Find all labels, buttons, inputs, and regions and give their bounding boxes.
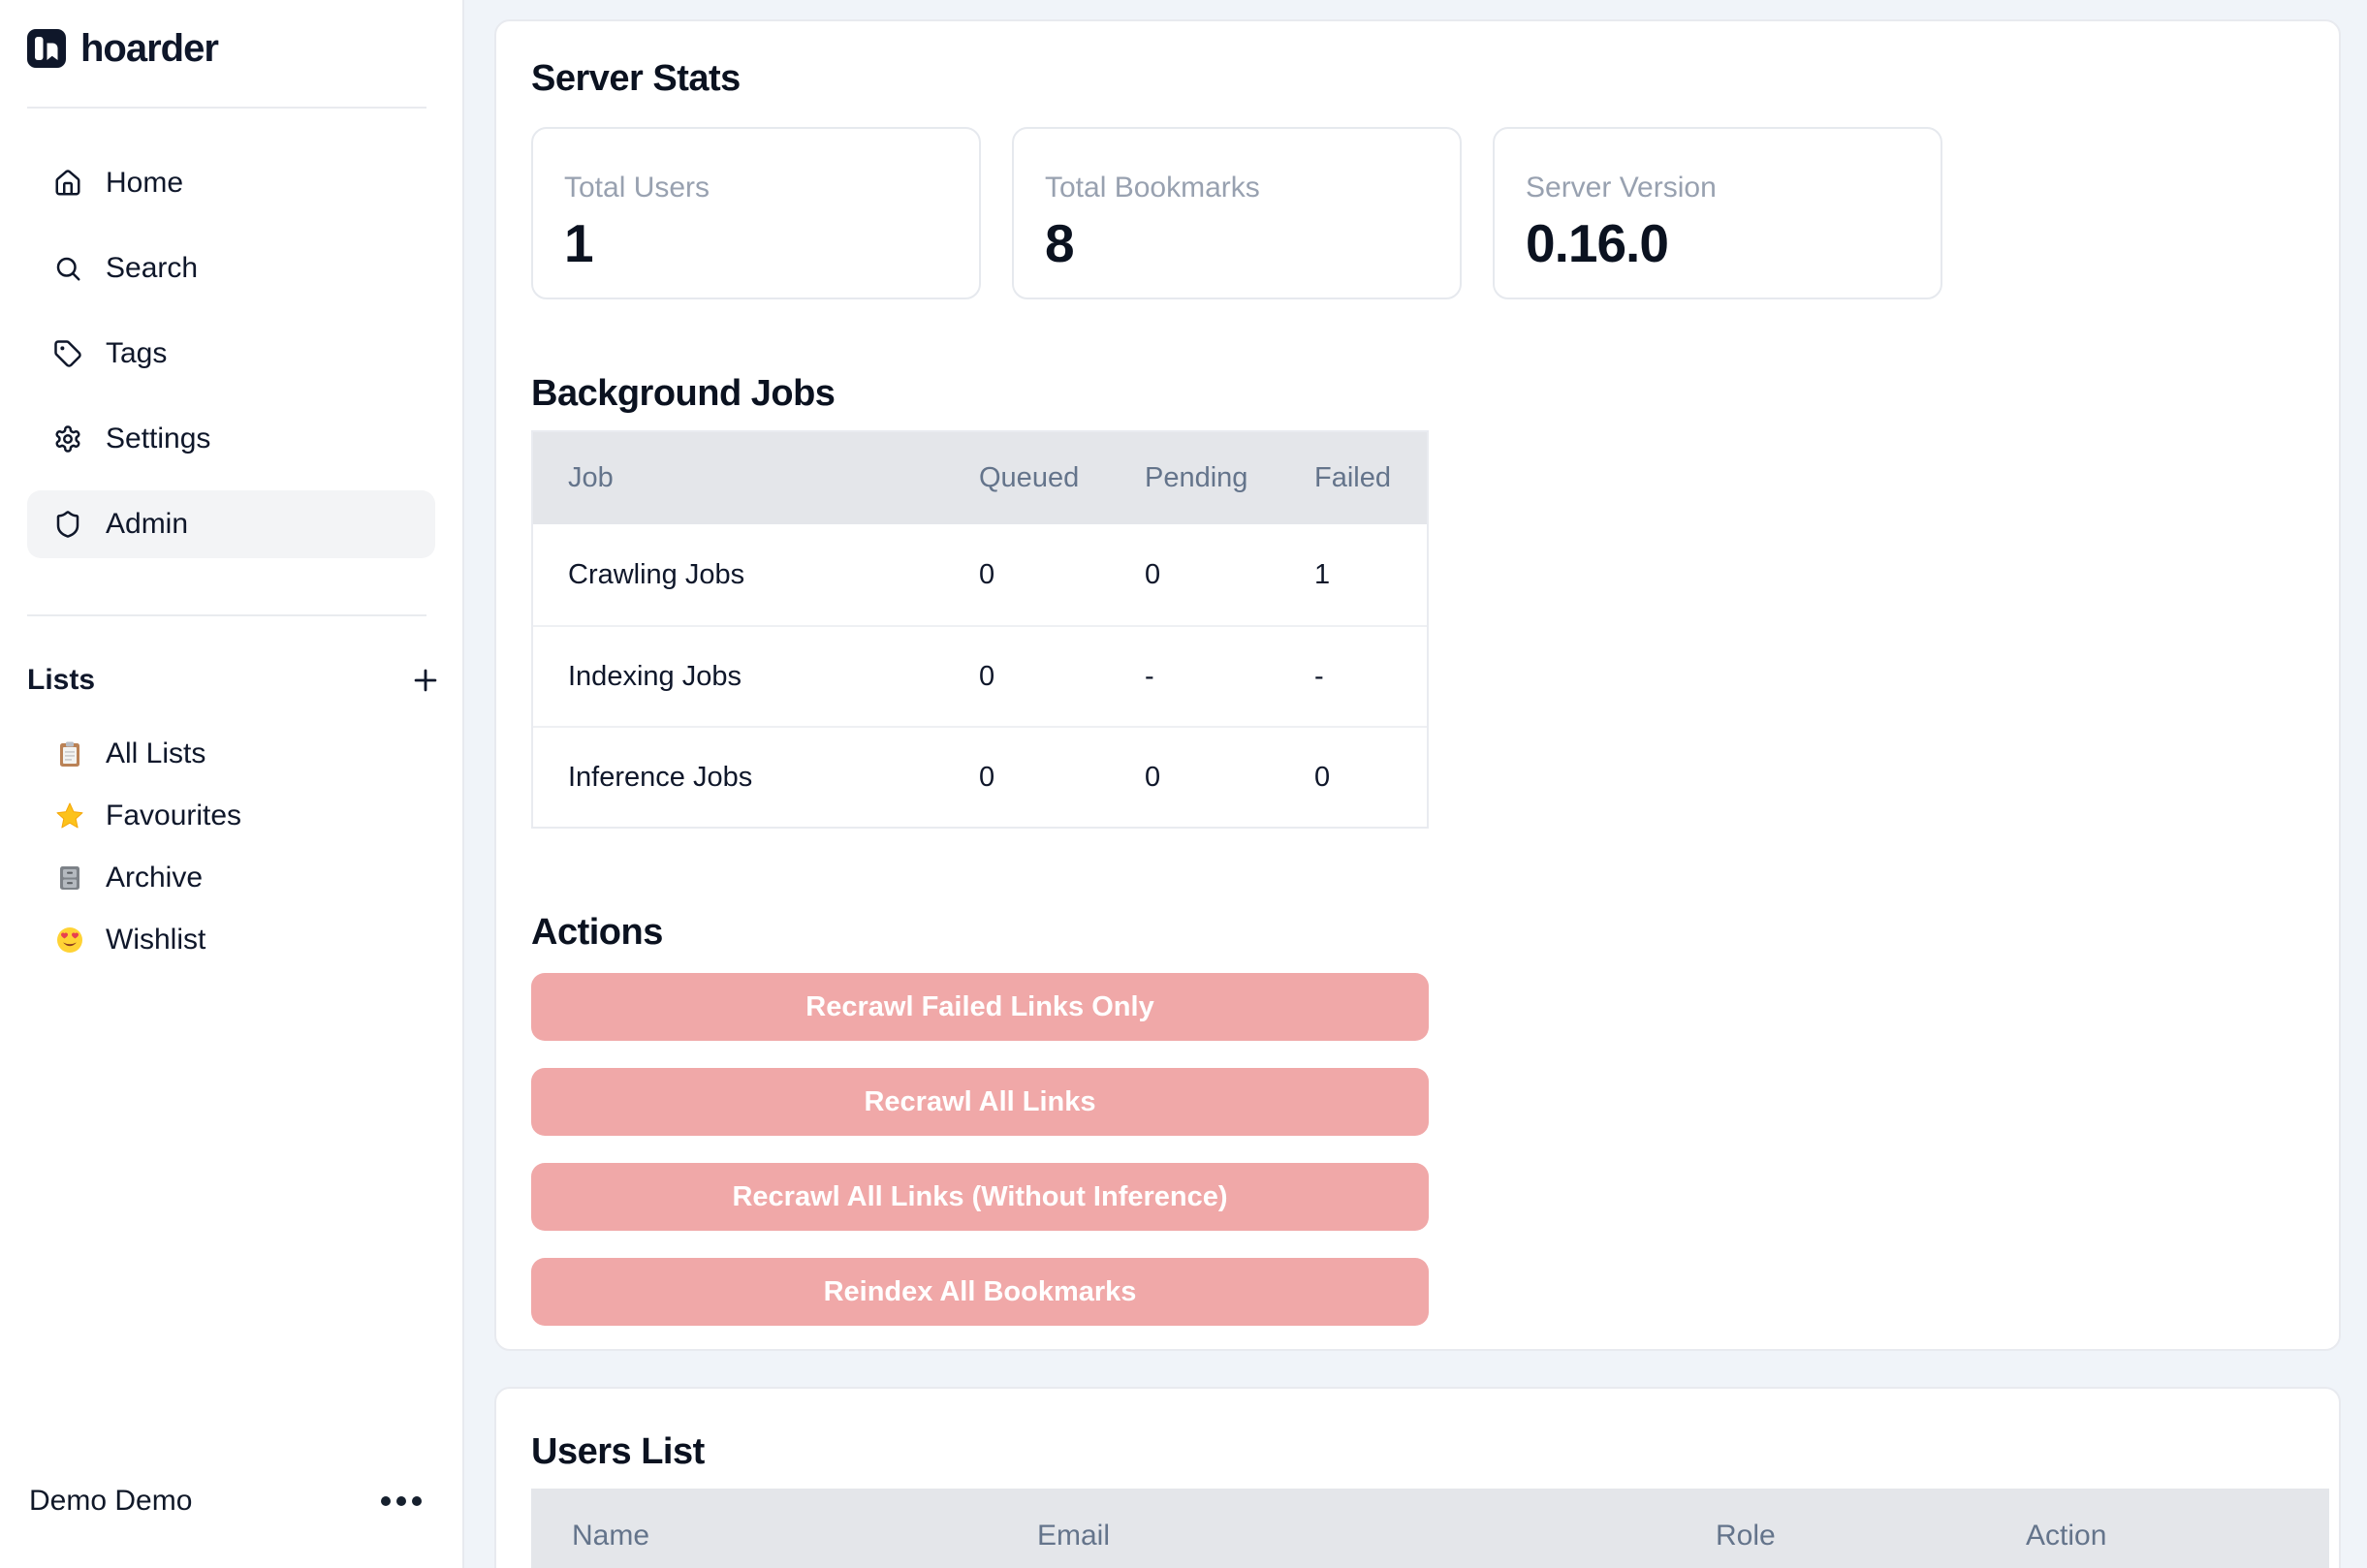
column-header-name: Name: [572, 1519, 650, 1552]
sidebar-divider-top: [27, 107, 426, 109]
sidebar-item-label: Settings: [106, 423, 211, 455]
user-menu-button[interactable]: [379, 1490, 424, 1512]
table-row-inference-jobs: Inference Jobs 0 0 0: [533, 726, 1427, 827]
column-header-action: Action: [2026, 1519, 2107, 1552]
house-icon: [55, 170, 80, 196]
brand-logo[interactable]: hoarder: [27, 26, 435, 70]
column-header-pending: Pending: [1145, 462, 1248, 493]
failed-count: -: [1314, 660, 1324, 692]
recrawl-failed-links-button[interactable]: Recrawl Failed Links Only: [531, 973, 1429, 1041]
server-stats-title: Server Stats: [531, 58, 741, 99]
list-item-archive[interactable]: Archive: [27, 847, 435, 909]
lists-title: Lists: [27, 664, 96, 696]
user-row: Demo Demo: [0, 1485, 462, 1568]
sidebar-item-settings[interactable]: Settings: [27, 405, 435, 473]
pending-count: -: [1145, 660, 1154, 692]
pending-count: 0: [1145, 558, 1161, 590]
stat-card-total-bookmarks: Total Bookmarks 8: [1012, 127, 1462, 299]
job-name: Crawling Jobs: [568, 558, 745, 590]
user-name: Demo Demo: [29, 1485, 193, 1517]
recrawl-all-links-button[interactable]: Recrawl All Links: [531, 1068, 1429, 1136]
recrawl-all-links-without-inference-button[interactable]: Recrawl All Links (Without Inference): [531, 1163, 1429, 1231]
users-list-table: Name Email Role Action: [531, 1489, 2329, 1568]
table-row-crawling-jobs: Crawling Jobs 0 0 1: [533, 524, 1427, 625]
queued-count: 0: [979, 660, 995, 692]
users-list-card: Users List Name Email Role Action: [494, 1387, 2341, 1568]
list-item-wishlist[interactable]: Wishlist: [27, 909, 435, 971]
stat-card-total-users: Total Users 1: [531, 127, 981, 299]
sidebar-divider-lists: [27, 614, 426, 616]
ellipsis-icon: [412, 1496, 422, 1506]
queued-count: 0: [979, 558, 995, 590]
users-list-title: Users List: [531, 1431, 705, 1472]
sidebar-item-label: Search: [106, 252, 199, 284]
column-header-role: Role: [1716, 1519, 1776, 1552]
hoarder-logo-icon: [27, 29, 66, 68]
tag-icon: [54, 340, 81, 367]
ellipsis-icon: [381, 1496, 391, 1506]
actions-buttons: Recrawl Failed Links Only Recrawl All Li…: [531, 973, 1429, 1326]
users-list-header-row: Name Email Role Action: [531, 1489, 2329, 1568]
lists-nav: All Lists Favourites: [27, 723, 435, 971]
star-icon: [55, 801, 84, 831]
stat-label: Server Version: [1526, 172, 1717, 204]
main-content: Server Stats Total Users 1 Total Bookmar…: [464, 0, 2367, 1568]
heart-eyes-icon: [55, 925, 84, 955]
sidebar: hoarder Home Search: [0, 0, 464, 1568]
column-header-email: Email: [1037, 1519, 1111, 1552]
column-header-job: Job: [568, 462, 614, 493]
background-jobs-header-row: Job Queued Pending Failed: [533, 432, 1427, 524]
job-name: Inference Jobs: [568, 761, 753, 793]
sidebar-item-search[interactable]: Search: [27, 235, 435, 302]
list-item-label: Wishlist: [106, 924, 206, 956]
queued-count: 0: [979, 761, 995, 793]
pending-count: 0: [1145, 761, 1161, 793]
stat-value: 1: [564, 213, 594, 273]
table-row-indexing-jobs: Indexing Jobs 0 - -: [533, 625, 1427, 726]
sidebar-item-label: Home: [106, 167, 184, 199]
plus-icon: [414, 669, 437, 692]
admin-stats-card: Server Stats Total Users 1 Total Bookmar…: [494, 19, 2341, 1351]
failed-count: 1: [1314, 558, 1331, 590]
brand-name: hoarder: [80, 26, 219, 70]
list-item-favourites[interactable]: Favourites: [27, 785, 435, 847]
sidebar-item-tags[interactable]: Tags: [27, 320, 435, 388]
list-item-label: Favourites: [106, 800, 242, 831]
clipboard-icon: [55, 739, 84, 768]
background-jobs-table: Job Queued Pending Failed Crawling Jobs …: [531, 430, 1429, 829]
file-cabinet-icon: [55, 863, 84, 893]
sidebar-item-home[interactable]: Home: [27, 149, 435, 217]
server-stats-row: Total Users 1 Total Bookmarks 8 Server V…: [531, 127, 2304, 299]
stat-label: Total Users: [564, 172, 710, 204]
stat-value: 0.16.0: [1526, 213, 1669, 273]
list-item-all-lists[interactable]: All Lists: [27, 723, 435, 785]
list-item-label: Archive: [106, 862, 204, 894]
list-item-label: All Lists: [106, 737, 206, 769]
sidebar-nav: Home Search Tags: [27, 149, 435, 576]
lists-header: Lists: [27, 663, 445, 698]
job-name: Indexing Jobs: [568, 660, 742, 692]
ellipsis-icon: [396, 1496, 406, 1506]
stat-label: Total Bookmarks: [1045, 172, 1260, 204]
gear-icon: [55, 425, 80, 453]
stat-card-server-version: Server Version 0.16.0: [1493, 127, 1942, 299]
sidebar-item-label: Tags: [106, 337, 168, 369]
column-header-failed: Failed: [1314, 462, 1391, 493]
search-icon: [56, 257, 80, 281]
shield-icon: [56, 511, 79, 538]
sidebar-item-admin[interactable]: Admin: [27, 490, 435, 558]
reindex-all-bookmarks-button[interactable]: Reindex All Bookmarks: [531, 1258, 1429, 1326]
sidebar-item-label: Admin: [106, 508, 189, 540]
add-list-button[interactable]: [406, 661, 445, 700]
stat-value: 8: [1045, 213, 1075, 273]
column-header-queued: Queued: [979, 462, 1080, 493]
failed-count: 0: [1314, 761, 1331, 793]
actions-title: Actions: [531, 912, 663, 953]
background-jobs-title: Background Jobs: [531, 373, 836, 414]
